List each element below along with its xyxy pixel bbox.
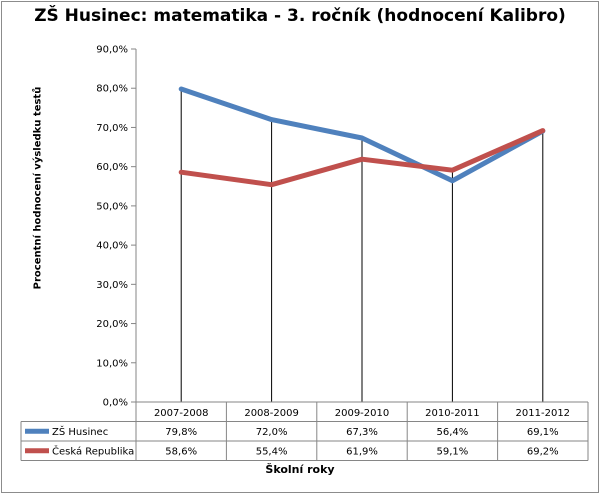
- data-label: 61,9%: [346, 446, 378, 457]
- data-point: [542, 130, 544, 132]
- data-point: [180, 88, 182, 90]
- data-label: 69,1%: [527, 427, 559, 438]
- data-point: [451, 180, 453, 182]
- x-axis-label: Školní roky: [265, 463, 335, 476]
- x-tick-label: 2009-2010: [335, 408, 390, 419]
- x-tick-label: 2010-2011: [425, 408, 480, 419]
- data-label: 67,3%: [346, 427, 378, 438]
- y-tick-label: 90,0%: [96, 45, 128, 56]
- y-tick-label: 30,0%: [96, 280, 128, 291]
- data-label: 59,1%: [437, 446, 469, 457]
- data-point: [271, 184, 273, 186]
- data-label: 56,4%: [437, 427, 469, 438]
- y-tick-label: 20,0%: [96, 319, 128, 330]
- legend-label: ZŠ Husinec: [52, 425, 108, 438]
- data-point: [451, 169, 453, 171]
- y-tick-label: 10,0%: [96, 358, 128, 369]
- x-tick-label: 2008-2009: [244, 408, 299, 419]
- data-label: 55,4%: [256, 446, 288, 457]
- chart-title: ZŠ Husinec: matematika - 3. ročník (hodn…: [34, 6, 566, 26]
- y-tick-label: 80,0%: [96, 84, 128, 95]
- legend-label: Česká Republika: [52, 444, 134, 457]
- data-label: 79,8%: [165, 427, 197, 438]
- y-tick-label: 0,0%: [103, 398, 128, 409]
- data-label: 58,6%: [165, 446, 197, 457]
- x-tick-label: 2007-2008: [154, 408, 209, 419]
- y-tick-label: 60,0%: [96, 162, 128, 173]
- y-tick-label: 40,0%: [96, 241, 128, 252]
- data-label: 69,2%: [527, 446, 559, 457]
- data-point: [361, 158, 363, 160]
- data-label: 72,0%: [256, 427, 288, 438]
- data-point: [180, 171, 182, 173]
- y-tick-label: 50,0%: [96, 201, 128, 212]
- data-point: [271, 119, 273, 121]
- y-tick-label: 70,0%: [96, 123, 128, 134]
- data-point: [361, 137, 363, 139]
- x-tick-label: 2011-2012: [516, 408, 571, 419]
